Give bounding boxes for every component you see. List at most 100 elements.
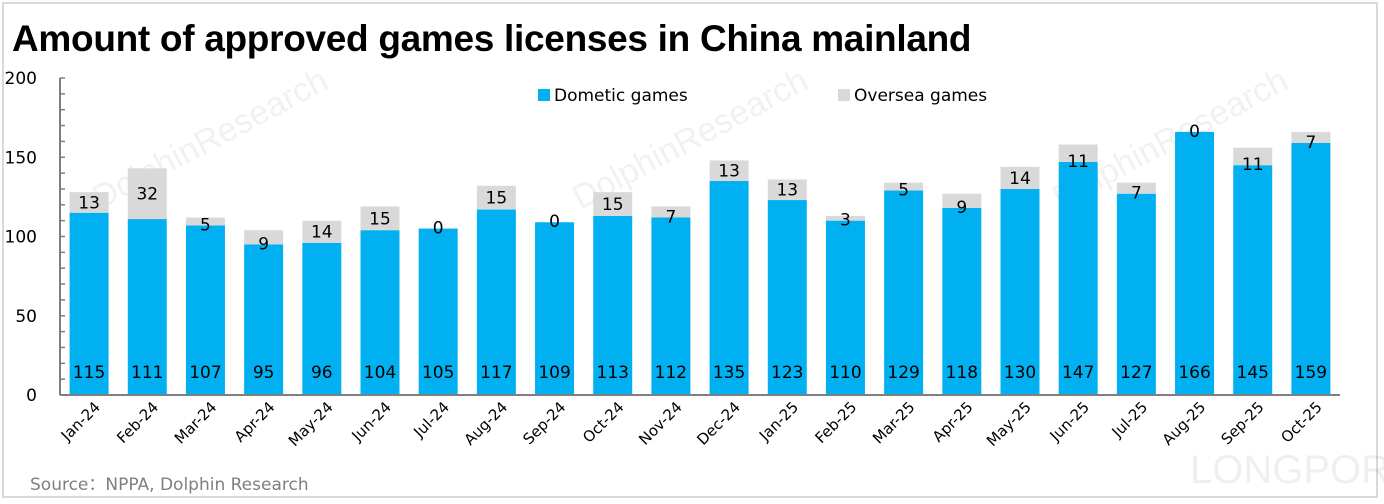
bar-domestic [127,219,167,395]
bar-domestic [942,207,982,395]
x-tick-label: Jan-24 [57,398,104,445]
bar-domestic [709,181,749,395]
bar-group: 145 11 [1233,147,1273,395]
x-tick-label: Mar-25 [869,398,918,447]
x-axis: Jan-24 Feb-24 Mar-24 Apr-24 May-24 Jun-24 Jul-… [57,394,1340,450]
bar-group: 111 32 [127,168,167,395]
data-label-oversea: 9 [258,234,269,254]
x-tick-label: May-25 [983,398,1035,450]
bar-domestic [1175,131,1215,395]
x-tick-label: Jun-25 [1046,398,1093,445]
x-tick-label: Oct-25 [1277,398,1325,446]
bar-group: 147 11 [1058,144,1098,395]
bar-domestic [1000,188,1040,395]
bar-domestic [1058,162,1098,395]
bar-group: 109 0 [535,212,575,395]
x-tick-label: Jan-25 [755,398,802,445]
x-tick-label: Sep-24 [519,398,569,448]
bar-domestic [1291,142,1331,395]
bar-oversea [1233,147,1273,166]
x-tick-label: Jul-25 [1108,398,1152,442]
bar-group: 95 9 [244,230,284,395]
x-tick-label: Feb-24 [113,398,162,447]
bar-domestic [360,230,400,395]
bar-domestic [418,228,458,395]
x-tick-label: Apr-25 [929,398,977,446]
bar-oversea [942,193,982,208]
bar-oversea [651,206,691,218]
data-label-oversea: 0 [1189,122,1200,142]
data-label-domestic: 109 [538,363,570,383]
bar-group: 104 15 [360,206,400,395]
data-label-oversea: 0 [433,219,444,239]
data-label-domestic: 104 [364,363,396,383]
bar-group: 127 7 [1116,182,1156,395]
data-label-domestic: 113 [597,363,629,383]
data-label-domestic: 145 [1237,363,1269,383]
x-tick-label: Mar-24 [171,398,220,447]
data-label-oversea: 15 [486,189,508,209]
bar-domestic [1233,165,1273,395]
bar-group: 113 15 [593,192,633,395]
x-tick-label: May-24 [285,398,337,450]
bar-oversea [1058,144,1098,163]
y-tick-label: 0 [26,386,37,406]
bar-group: 107 5 [185,215,225,395]
data-label-domestic: 110 [829,363,861,383]
data-label-oversea: 11 [1242,155,1264,175]
data-label-domestic: 135 [713,363,745,383]
bar-oversea [1116,182,1156,194]
data-label-oversea: 14 [1009,169,1031,189]
y-tick-label: 50 [15,307,37,327]
legend-label-oversea: Oversea games [854,86,987,106]
data-label-oversea: 15 [602,195,624,215]
x-tick-label: Oct-24 [579,398,627,446]
bar-group: 105 0 [418,219,458,395]
x-tick-label: Aug-25 [1159,398,1210,449]
bar-oversea [360,206,400,231]
data-label-oversea: 7 [1131,184,1142,204]
data-label-oversea: 7 [665,207,676,227]
bar-domestic [244,244,284,395]
bar-domestic [825,220,865,395]
data-label-oversea: 7 [1305,133,1316,153]
data-label-domestic: 118 [946,363,978,383]
bar-domestic [302,242,342,395]
bar-domestic [884,190,924,395]
data-label-domestic: 111 [131,363,163,383]
y-tick-label: 200 [5,69,37,89]
data-label-domestic: 147 [1062,363,1094,383]
data-label-oversea: 5 [200,215,211,235]
bar-oversea [244,230,284,245]
data-label-domestic: 129 [887,363,919,383]
x-tick-label: Jul-24 [409,398,453,442]
data-label-domestic: 166 [1178,363,1210,383]
source-note: Source：NPPA, Dolphin Research [30,475,309,495]
data-label-domestic: 107 [189,363,221,383]
chart-title: Amount of approved games licenses in Chi… [12,18,972,59]
data-label-oversea: 14 [311,223,333,243]
legend: Dometic games Oversea games [538,86,987,106]
bar-group: 130 14 [1000,166,1040,395]
bar-group: 118 9 [942,193,982,395]
bar-oversea [767,179,807,201]
y-tick-label: 150 [5,148,37,168]
data-label-oversea: 13 [718,162,740,182]
data-label-oversea: 32 [136,185,158,205]
bar-group: 129 5 [884,181,924,395]
bar-domestic [593,215,633,395]
bar-oversea [1000,166,1040,189]
bar-oversea [476,185,516,210]
data-label-oversea: 3 [840,211,851,231]
bar-oversea [302,220,342,243]
bar-group: 112 7 [651,206,691,395]
data-label-domestic: 159 [1295,363,1327,383]
data-label-domestic: 105 [422,363,454,383]
data-label-oversea: 9 [956,198,967,218]
bar-domestic [476,209,516,395]
bar-oversea [127,168,167,220]
data-label-domestic: 112 [655,363,687,383]
y-axis: 0 50 100 150 200 [5,69,65,406]
